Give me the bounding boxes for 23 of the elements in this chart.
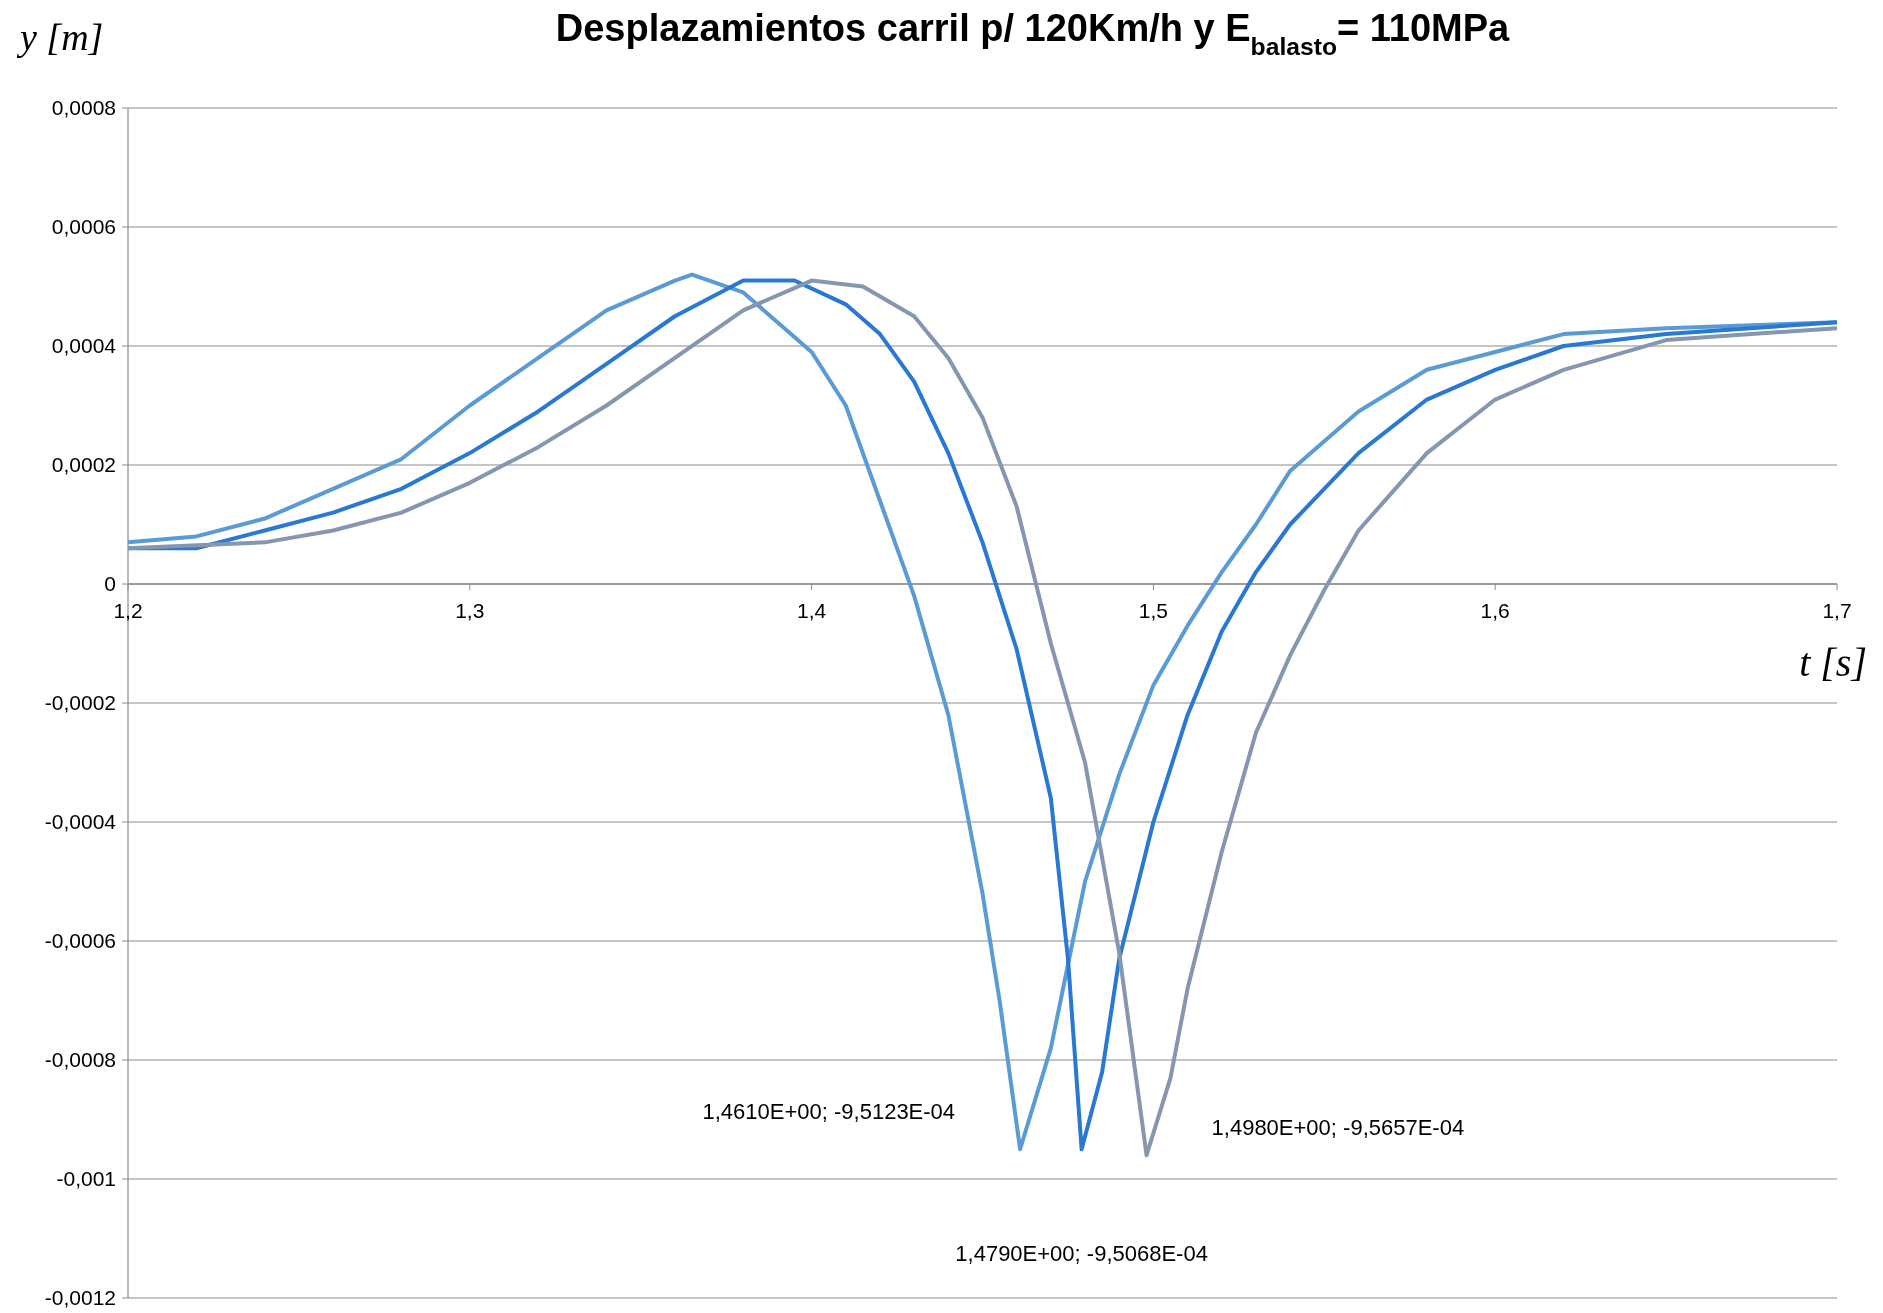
- x-axis-title: t [s]: [1799, 640, 1867, 685]
- y-tick-label: 0,0006: [51, 215, 116, 239]
- y-tick-label: 0,0004: [51, 334, 117, 358]
- y-tick-label: 0: [104, 572, 116, 596]
- x-tick-label: 1,4: [797, 599, 827, 622]
- y-axis-title: y [m]: [16, 16, 104, 58]
- x-tick-label: 1,6: [1480, 599, 1510, 622]
- y-tick-label: -0,0004: [44, 810, 117, 834]
- y-tick-label: 0,0002: [51, 453, 116, 477]
- x-tick-label: 1,2: [113, 599, 143, 622]
- y-tick-label: -0,0012: [44, 1286, 116, 1310]
- x-tick-label: 1,3: [455, 599, 485, 622]
- y-tick-label: -0,0008: [44, 1048, 116, 1072]
- x-tick-label: 1,5: [1138, 599, 1168, 622]
- y-tick-label: 0,0008: [51, 96, 116, 120]
- y-tick-label: -0,001: [56, 1167, 116, 1191]
- chart-title: Desplazamientos carril p/ 120Km/h y E$_{balasto}$= 110MPa: [555, 7, 1511, 60]
- x-tick-label: 1,7: [1822, 599, 1852, 622]
- y-tick-label: -0,0002: [44, 691, 116, 715]
- annotation: 1,4790E+00; -9,5068E-04: [955, 1241, 1208, 1267]
- annotation: 1,4610E+00; -9,5123E-04: [702, 1099, 956, 1125]
- annotation: 1,4980E+00; -9,5657E-04: [1211, 1115, 1465, 1141]
- y-tick-label: -0,0006: [44, 929, 116, 953]
